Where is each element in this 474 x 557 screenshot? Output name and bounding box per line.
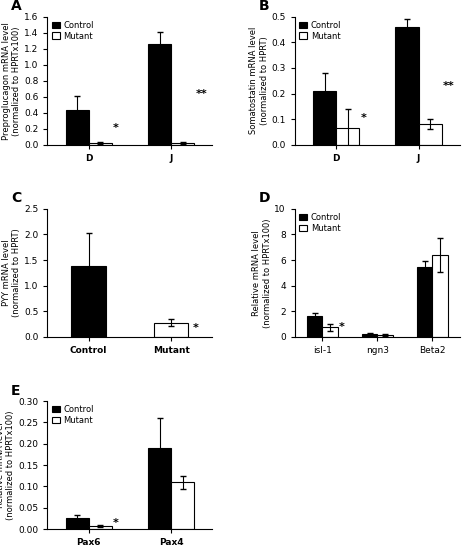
Bar (432, 255, 447, 337)
Bar (419, 124, 442, 145)
Y-axis label: Preproglucagon mRNA level
(normalized to HPRTx100): Preproglucagon mRNA level (normalized to… (2, 22, 21, 140)
Bar (336, 128, 359, 145)
Bar (154, 323, 189, 337)
Text: *: * (113, 518, 119, 527)
Text: *: * (113, 123, 119, 133)
Legend: Control, Mutant: Control, Mutant (299, 21, 341, 41)
Y-axis label: Somatostatin mRNA level
(normalized to HPRT): Somatostatin mRNA level (normalized to H… (249, 27, 269, 134)
Legend: Control, Mutant: Control, Mutant (299, 213, 341, 233)
Bar (148, 44, 171, 145)
Bar (377, 335, 392, 337)
Text: E: E (11, 384, 20, 398)
Text: A: A (11, 0, 22, 13)
Bar (417, 266, 432, 337)
Text: C: C (11, 192, 21, 206)
Text: B: B (258, 0, 269, 13)
Bar (307, 316, 322, 337)
Legend: Control, Mutant: Control, Mutant (52, 21, 94, 41)
Y-axis label: Relative mRNA level
(normalized to HPRTx100): Relative mRNA level (normalized to HPRTx… (252, 218, 272, 328)
Bar (65, 110, 89, 145)
Bar (89, 143, 112, 145)
Text: **: ** (443, 81, 455, 91)
Bar (313, 91, 336, 145)
Text: *: * (360, 113, 366, 123)
Bar (71, 266, 106, 337)
Bar (148, 448, 171, 529)
Bar (171, 143, 194, 145)
Bar (395, 27, 419, 145)
Bar (171, 482, 194, 529)
Bar (322, 328, 337, 337)
Text: **: ** (195, 89, 207, 99)
Bar (65, 519, 89, 529)
Text: D: D (258, 192, 270, 206)
Text: *: * (192, 324, 199, 334)
Text: *: * (338, 322, 344, 332)
Bar (362, 334, 377, 337)
Y-axis label: Relative mRNA level
(normalized to HPRTx100): Relative mRNA level (normalized to HPRTx… (0, 411, 16, 520)
Legend: Control, Mutant: Control, Mutant (52, 405, 94, 425)
Bar (89, 526, 112, 529)
Y-axis label: PYY mRNA level
(normalized to HPRT): PYY mRNA level (normalized to HPRT) (2, 228, 21, 317)
